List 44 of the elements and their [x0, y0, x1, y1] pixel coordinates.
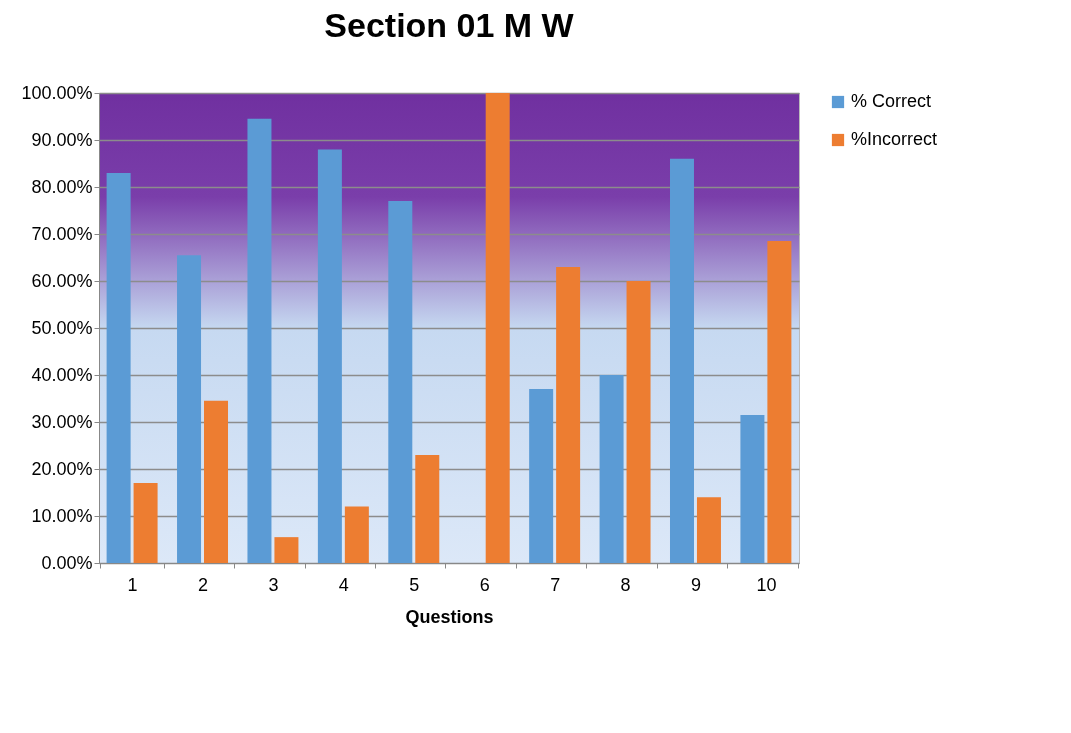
y-tick-label: 40.00%	[31, 364, 93, 385]
x-tick-label: 6	[479, 574, 490, 595]
legend-label: %Incorrect	[851, 129, 938, 149]
bar	[767, 241, 792, 563]
bar	[204, 400, 229, 563]
chart-title: Section 01 M W	[324, 6, 575, 44]
bar	[529, 389, 554, 563]
y-tick-label: 60.00%	[31, 270, 93, 291]
bar	[247, 118, 272, 563]
bar	[740, 414, 765, 563]
y-tick-label: 70.00%	[31, 223, 93, 244]
bar	[626, 281, 651, 563]
y-tick-label: 10.00%	[31, 505, 93, 526]
x-tick-label: 10	[756, 574, 777, 595]
legend-label: % Correct	[851, 91, 932, 111]
bar	[556, 266, 581, 563]
bar	[317, 149, 342, 563]
bar	[133, 483, 158, 563]
x-tick-label: 7	[550, 574, 561, 595]
bar	[485, 93, 510, 563]
y-tick-label: 0.00%	[41, 552, 93, 573]
x-axis-title: Questions	[405, 606, 494, 627]
y-tick-label: 90.00%	[31, 129, 93, 150]
bar	[274, 537, 299, 563]
bar	[415, 454, 440, 563]
x-tick-label: 9	[690, 574, 701, 595]
bar	[669, 158, 694, 563]
bar	[696, 497, 721, 563]
x-tick-label: 8	[620, 574, 631, 595]
y-tick-label: 50.00%	[31, 317, 93, 338]
x-tick-label: 4	[338, 574, 349, 595]
y-tick-label: 80.00%	[31, 176, 93, 197]
bar	[599, 375, 624, 563]
x-tick-label: 3	[268, 574, 279, 595]
bar	[344, 506, 369, 563]
y-tick-label: 20.00%	[31, 458, 93, 479]
bar	[388, 201, 413, 563]
y-tick-label: 100.00%	[21, 82, 93, 103]
x-tick-label: 2	[198, 574, 209, 595]
bar	[106, 172, 131, 563]
x-tick-label: 5	[409, 574, 420, 595]
y-tick-label: 30.00%	[31, 411, 93, 432]
x-tick-label: 1	[127, 574, 138, 595]
bar	[177, 255, 202, 563]
